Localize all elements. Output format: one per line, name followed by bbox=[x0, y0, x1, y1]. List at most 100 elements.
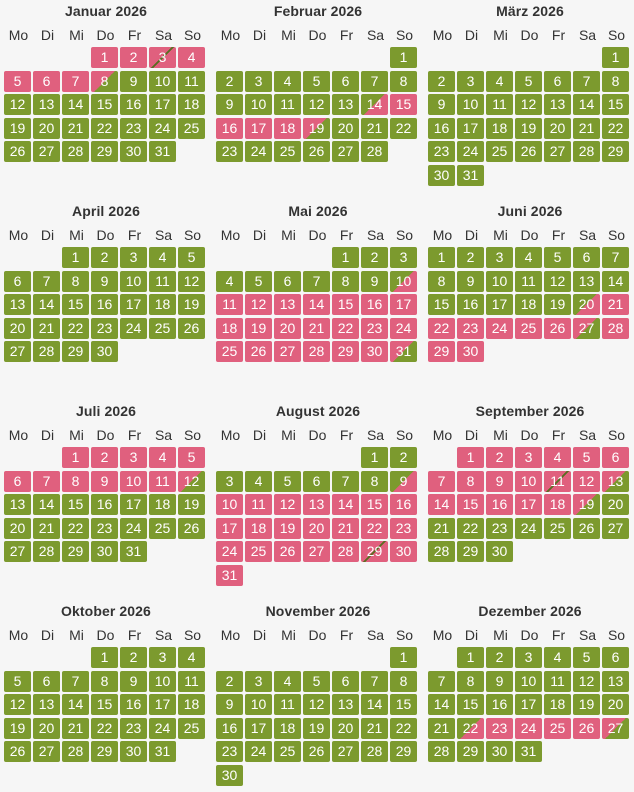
day-cell[interactable]: 26 bbox=[303, 141, 330, 162]
day-cell[interactable]: 21 bbox=[332, 517, 359, 539]
day-cell[interactable]: 6 bbox=[544, 70, 571, 92]
day-cell[interactable]: 15 bbox=[361, 494, 388, 515]
day-cell[interactable]: 16 bbox=[428, 117, 455, 139]
day-cell[interactable]: 27 bbox=[332, 141, 359, 162]
day-cell[interactable]: 15 bbox=[91, 94, 118, 115]
day-cell[interactable]: 27 bbox=[33, 741, 60, 762]
day-cell[interactable]: 30 bbox=[457, 341, 484, 362]
day-cell[interactable]: 24 bbox=[515, 717, 542, 739]
day-cell[interactable]: 18 bbox=[515, 294, 542, 315]
day-cell[interactable]: 3 bbox=[515, 647, 542, 668]
day-cell[interactable]: 9 bbox=[120, 70, 147, 92]
day-cell[interactable]: 6 bbox=[33, 70, 60, 92]
day-cell[interactable]: 31 bbox=[149, 141, 176, 162]
day-cell[interactable]: 12 bbox=[178, 470, 205, 492]
day-cell[interactable]: 25 bbox=[486, 141, 513, 162]
day-cell[interactable]: 15 bbox=[428, 294, 455, 315]
day-cell[interactable]: 2 bbox=[91, 247, 118, 268]
day-cell[interactable]: 2 bbox=[216, 670, 243, 692]
day-cell[interactable]: 6 bbox=[602, 647, 629, 668]
day-cell[interactable]: 6 bbox=[602, 447, 629, 468]
day-cell[interactable]: 12 bbox=[4, 94, 31, 115]
day-cell[interactable]: 8 bbox=[91, 670, 118, 692]
day-cell[interactable]: 11 bbox=[486, 94, 513, 115]
day-cell[interactable]: 20 bbox=[303, 517, 330, 539]
day-cell[interactable]: 6 bbox=[332, 70, 359, 92]
day-cell[interactable]: 25 bbox=[178, 117, 205, 139]
day-cell[interactable]: 25 bbox=[544, 717, 571, 739]
day-cell[interactable]: 29 bbox=[361, 541, 388, 562]
day-cell[interactable]: 11 bbox=[515, 270, 542, 292]
day-cell[interactable]: 21 bbox=[428, 717, 455, 739]
day-cell[interactable]: 29 bbox=[457, 741, 484, 762]
day-cell[interactable]: 23 bbox=[91, 517, 118, 539]
day-cell[interactable]: 26 bbox=[573, 717, 600, 739]
day-cell[interactable]: 15 bbox=[390, 694, 417, 715]
day-cell[interactable]: 16 bbox=[361, 294, 388, 315]
day-cell[interactable]: 22 bbox=[390, 717, 417, 739]
day-cell[interactable]: 31 bbox=[390, 341, 417, 362]
day-cell[interactable]: 2 bbox=[120, 47, 147, 68]
day-cell[interactable]: 15 bbox=[390, 94, 417, 115]
day-cell[interactable]: 16 bbox=[216, 717, 243, 739]
day-cell[interactable]: 16 bbox=[457, 294, 484, 315]
day-cell[interactable]: 3 bbox=[120, 247, 147, 268]
day-cell[interactable]: 28 bbox=[303, 341, 330, 362]
day-cell[interactable]: 5 bbox=[4, 670, 31, 692]
day-cell[interactable]: 17 bbox=[457, 117, 484, 139]
day-cell[interactable]: 14 bbox=[573, 94, 600, 115]
day-cell[interactable]: 9 bbox=[361, 270, 388, 292]
day-cell[interactable]: 8 bbox=[390, 70, 417, 92]
day-cell[interactable]: 13 bbox=[602, 470, 629, 492]
day-cell[interactable]: 13 bbox=[332, 94, 359, 115]
day-cell[interactable]: 28 bbox=[602, 317, 629, 339]
day-cell[interactable]: 21 bbox=[33, 317, 60, 339]
day-cell[interactable]: 16 bbox=[216, 117, 243, 139]
day-cell[interactable]: 24 bbox=[457, 141, 484, 162]
day-cell[interactable]: 25 bbox=[149, 517, 176, 539]
day-cell[interactable]: 15 bbox=[332, 294, 359, 315]
day-cell[interactable]: 13 bbox=[274, 294, 301, 315]
day-cell[interactable]: 28 bbox=[361, 741, 388, 762]
day-cell[interactable]: 22 bbox=[457, 717, 484, 739]
day-cell[interactable]: 11 bbox=[274, 694, 301, 715]
day-cell[interactable]: 18 bbox=[544, 694, 571, 715]
day-cell[interactable]: 1 bbox=[332, 247, 359, 268]
day-cell[interactable]: 8 bbox=[91, 70, 118, 92]
day-cell[interactable]: 7 bbox=[361, 670, 388, 692]
day-cell[interactable]: 19 bbox=[303, 117, 330, 139]
day-cell[interactable]: 28 bbox=[428, 541, 455, 562]
day-cell[interactable]: 7 bbox=[62, 70, 89, 92]
day-cell[interactable]: 16 bbox=[390, 494, 417, 515]
day-cell[interactable]: 2 bbox=[486, 447, 513, 468]
day-cell[interactable]: 20 bbox=[332, 717, 359, 739]
day-cell[interactable]: 7 bbox=[33, 270, 60, 292]
day-cell[interactable]: 4 bbox=[216, 270, 243, 292]
day-cell[interactable]: 29 bbox=[62, 541, 89, 562]
day-cell[interactable]: 10 bbox=[216, 494, 243, 515]
day-cell[interactable]: 5 bbox=[515, 70, 542, 92]
day-cell[interactable]: 26 bbox=[515, 141, 542, 162]
day-cell[interactable]: 15 bbox=[91, 694, 118, 715]
day-cell[interactable]: 14 bbox=[62, 94, 89, 115]
day-cell[interactable]: 21 bbox=[361, 117, 388, 139]
day-cell[interactable]: 4 bbox=[274, 670, 301, 692]
day-cell[interactable]: 28 bbox=[361, 141, 388, 162]
day-cell[interactable]: 19 bbox=[245, 317, 272, 339]
day-cell[interactable]: 18 bbox=[149, 294, 176, 315]
day-cell[interactable]: 22 bbox=[602, 117, 629, 139]
day-cell[interactable]: 2 bbox=[216, 70, 243, 92]
day-cell[interactable]: 14 bbox=[332, 494, 359, 515]
day-cell[interactable]: 30 bbox=[216, 764, 243, 786]
day-cell[interactable]: 28 bbox=[62, 741, 89, 762]
day-cell[interactable]: 29 bbox=[457, 541, 484, 562]
day-cell[interactable]: 13 bbox=[33, 94, 60, 115]
day-cell[interactable]: 5 bbox=[178, 447, 205, 468]
day-cell[interactable]: 23 bbox=[216, 741, 243, 762]
day-cell[interactable]: 25 bbox=[274, 141, 301, 162]
day-cell[interactable]: 30 bbox=[91, 541, 118, 562]
day-cell[interactable]: 6 bbox=[33, 670, 60, 692]
day-cell[interactable]: 27 bbox=[4, 341, 31, 362]
day-cell[interactable]: 4 bbox=[178, 47, 205, 68]
day-cell[interactable]: 23 bbox=[486, 717, 513, 739]
